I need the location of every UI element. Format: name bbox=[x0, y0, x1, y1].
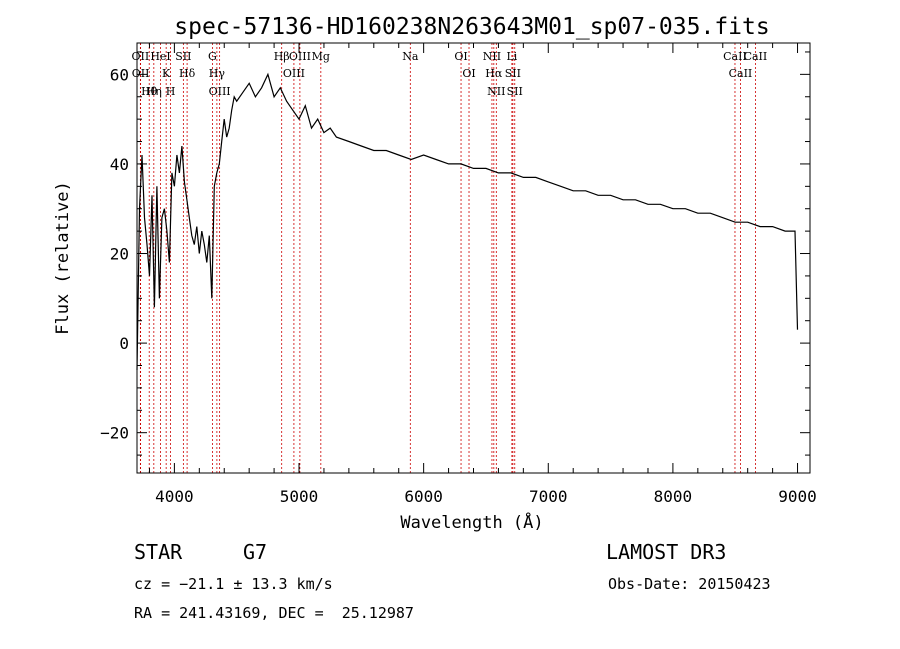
line-marker-label: Hα bbox=[485, 67, 503, 80]
y-tick-label: 0 bbox=[119, 334, 129, 353]
spectrum-line bbox=[136, 72, 799, 371]
line-marker-label: OIII bbox=[283, 67, 305, 80]
line-marker-label: SII bbox=[175, 50, 191, 63]
x-tick-label: 4000 bbox=[155, 487, 194, 506]
chart-title: spec-57136-HD160238N263643M01_sp07-035.f… bbox=[174, 14, 769, 40]
redshift-velocity: cz = −21.1 ± 13.3 km/s bbox=[134, 575, 333, 593]
y-axis-label: Flux (relative) bbox=[53, 181, 73, 335]
line-marker-label: SII bbox=[505, 67, 521, 80]
line-marker-label: NII bbox=[487, 85, 505, 98]
spectral-subclass: G7 bbox=[243, 540, 268, 564]
coordinates: RA = 241.43169, DEC = 25.12987 bbox=[134, 604, 414, 622]
survey-name: LAMOST DR3 bbox=[606, 540, 727, 564]
line-marker-label: OII bbox=[132, 50, 150, 63]
line-marker-label: Hβ bbox=[274, 50, 290, 63]
line-marker-label: Hθ bbox=[141, 85, 158, 98]
line-marker-label: HeI bbox=[150, 50, 170, 63]
y-tick-label: −20 bbox=[100, 424, 129, 443]
line-marker-label: OII bbox=[132, 67, 150, 80]
x-tick-label: 6000 bbox=[404, 487, 443, 506]
line-marker-label: CaII bbox=[723, 50, 747, 63]
line-marker-label: K bbox=[162, 67, 171, 80]
x-tick-label: 9000 bbox=[778, 487, 817, 506]
x-axis-ticks: 4000 5000 6000 7000 8000 9000 bbox=[148, 43, 817, 506]
x-tick-label: 7000 bbox=[529, 487, 568, 506]
line-marker-label: OI bbox=[454, 50, 467, 63]
line-marker-label: Mg bbox=[312, 50, 330, 63]
line-marker-label: G bbox=[208, 50, 217, 63]
x-axis-label: Wavelength (Å) bbox=[400, 511, 543, 533]
x-tick-label: 8000 bbox=[654, 487, 693, 506]
line-marker-label: NII bbox=[483, 50, 501, 63]
y-tick-label: 40 bbox=[110, 155, 129, 174]
line-marker-label: OIII bbox=[209, 85, 231, 98]
y-tick-label: 60 bbox=[110, 65, 129, 84]
y-tick-label: 20 bbox=[110, 245, 129, 264]
line-marker-label: Hγ bbox=[209, 67, 226, 80]
y-axis-ticks: −20 0 20 40 60 bbox=[100, 51, 810, 456]
x-tick-label: 5000 bbox=[280, 487, 319, 506]
line-marker-label: Na bbox=[402, 50, 419, 63]
line-marker-label: CaII bbox=[744, 50, 768, 63]
plot-frame bbox=[136, 42, 811, 474]
line-marker-label: Li bbox=[506, 50, 517, 63]
observation-date: Obs-Date: 20150423 bbox=[608, 575, 771, 593]
line-marker-label: SII bbox=[507, 85, 523, 98]
line-marker-label: OI bbox=[462, 67, 475, 80]
line-marker-label: CaII bbox=[729, 67, 753, 80]
line-marker-label: OIII bbox=[289, 50, 311, 63]
line-marker-label: Hδ bbox=[179, 67, 196, 80]
spectrum-series bbox=[136, 72, 799, 371]
line-marker-label: H bbox=[166, 85, 176, 98]
line-marker-label: Hη bbox=[146, 85, 162, 98]
object-class: STAR bbox=[134, 540, 183, 564]
